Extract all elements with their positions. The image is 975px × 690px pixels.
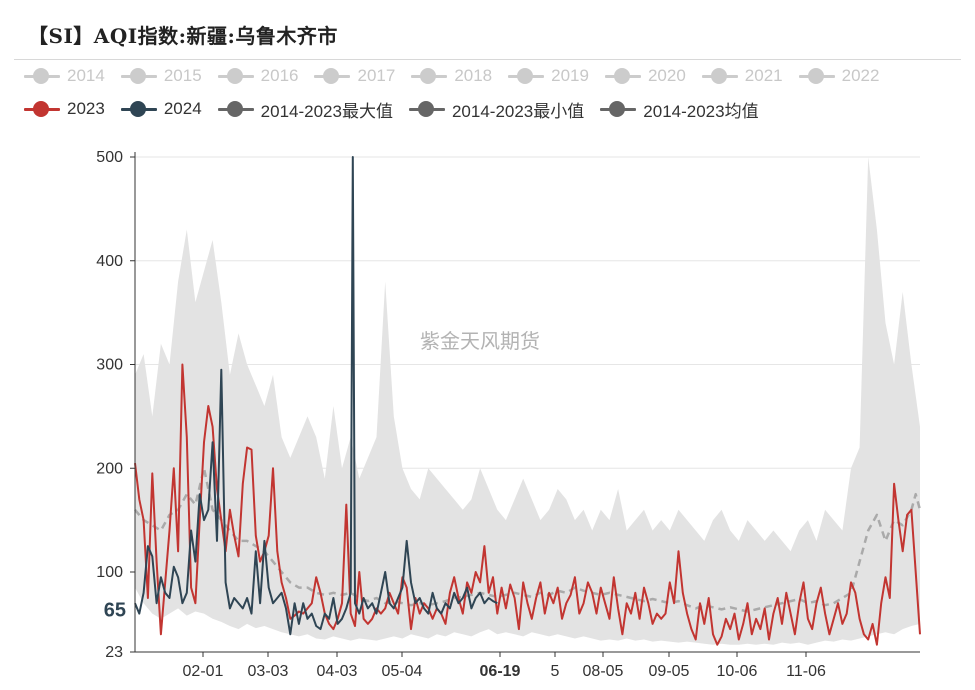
y-tick-label: 400 [96,253,123,270]
legend-label: 2023 [67,99,105,118]
legend-item-2015[interactable]: 2015 [119,66,202,86]
max-min-band [135,157,920,645]
range-band [135,157,920,645]
x-tick-label: 02-01 [183,663,224,680]
legend-item-2014-2023均值[interactable]: 2014-2023均值 [598,97,759,122]
x-axis-pointer-label: 06-19 [480,663,521,680]
series-line-2024 [134,156,498,636]
legend-label: 2014-2023均值 [643,101,759,121]
legend-label: 2015 [163,66,202,85]
legend-item-2014[interactable]: 2014 [22,66,105,86]
y-tick-label: 500 [96,149,123,166]
legend-label: 2014-2023最小值 [451,101,585,121]
axes [134,152,920,653]
legend-marker-icon [22,99,62,119]
legend-item-2014-2023最小值[interactable]: 2014-2023最小值 [407,97,584,122]
legend-label: 2014-2023最大值 [260,101,393,121]
x-axis-labels: 02-01 03-03 04-03 05-04 06-19 5 08-05 09-05 10-0… [183,652,826,680]
legend-marker-icon [216,99,256,119]
y-tick-label: 23 [105,644,123,661]
legend-item-2019[interactable]: 2019 [506,66,589,86]
y-axis-labels: 23 100 200 300 400 500 65 [96,149,126,661]
legend-marker-icon [312,66,352,86]
legend-item-2022[interactable]: 2022 [797,66,880,86]
legend-label: 2018 [454,66,493,85]
y-tick-label: 300 [96,357,123,374]
legend-item-2021[interactable]: 2021 [700,66,783,86]
legend-label: 2022 [841,66,880,85]
x-tick-label: 10-06 [717,663,758,680]
x-tick-label: 05-04 [382,663,423,680]
y-tick-label: 100 [96,564,123,581]
x-tick-label: 5 [551,663,560,680]
legend-label: 2024 [163,99,202,118]
y-tick-label: 200 [96,460,123,477]
x-tick-label: 04-03 [317,663,358,680]
x-tick-label: 03-03 [248,663,289,680]
legend-marker-icon [700,66,740,86]
legend-marker-icon [409,66,449,86]
x-tick-label: 08-05 [583,663,624,680]
x-tick-label: 11-06 [786,663,826,680]
legend-marker-icon [506,66,546,86]
legend-item-2024[interactable]: 2024 [119,99,202,119]
legend-item-2016[interactable]: 2016 [216,66,299,86]
legend-marker-icon [797,66,837,86]
legend-label: 2014 [67,66,105,85]
legend-label: 2019 [551,66,589,85]
title-divider [14,59,961,60]
legend-label: 2021 [744,66,783,85]
legend-item-2020[interactable]: 2020 [603,66,686,86]
legend-row-1: 2014 2015 2016 2017 2018 2019 2020 2021 2022 [22,62,893,90]
legend-marker-icon [119,66,159,86]
legend-item-2017[interactable]: 2017 [312,66,395,86]
legend-item-2018[interactable]: 2018 [409,66,492,86]
chart-title: 【SI】AQI指数:新疆:乌鲁木齐市 [28,24,338,48]
legend-label: 2020 [647,66,686,85]
legend-marker-icon [407,99,447,119]
watermark: 紫金天风期货 [420,329,540,353]
legend-marker-icon [603,66,643,86]
x-tick-label: 09-05 [649,663,690,680]
legend-marker-icon [22,66,62,86]
legend-marker-icon [216,66,256,86]
y-axis-pointer-label: 65 [104,599,126,621]
series-lines [134,156,922,646]
series-line-2014-2023均值 [134,467,922,613]
legend-marker-icon [119,99,159,119]
legend-item-2014-2023最大值[interactable]: 2014-2023最大值 [216,97,393,122]
legend-marker-icon [598,99,638,119]
legend-label: 2017 [357,66,396,85]
legend-row-2: 2023 2024 2014-2023最大值 2014-2023最小值 2014-202… [22,95,773,123]
legend-label: 2016 [260,66,299,85]
legend-item-2023[interactable]: 2023 [22,99,105,119]
